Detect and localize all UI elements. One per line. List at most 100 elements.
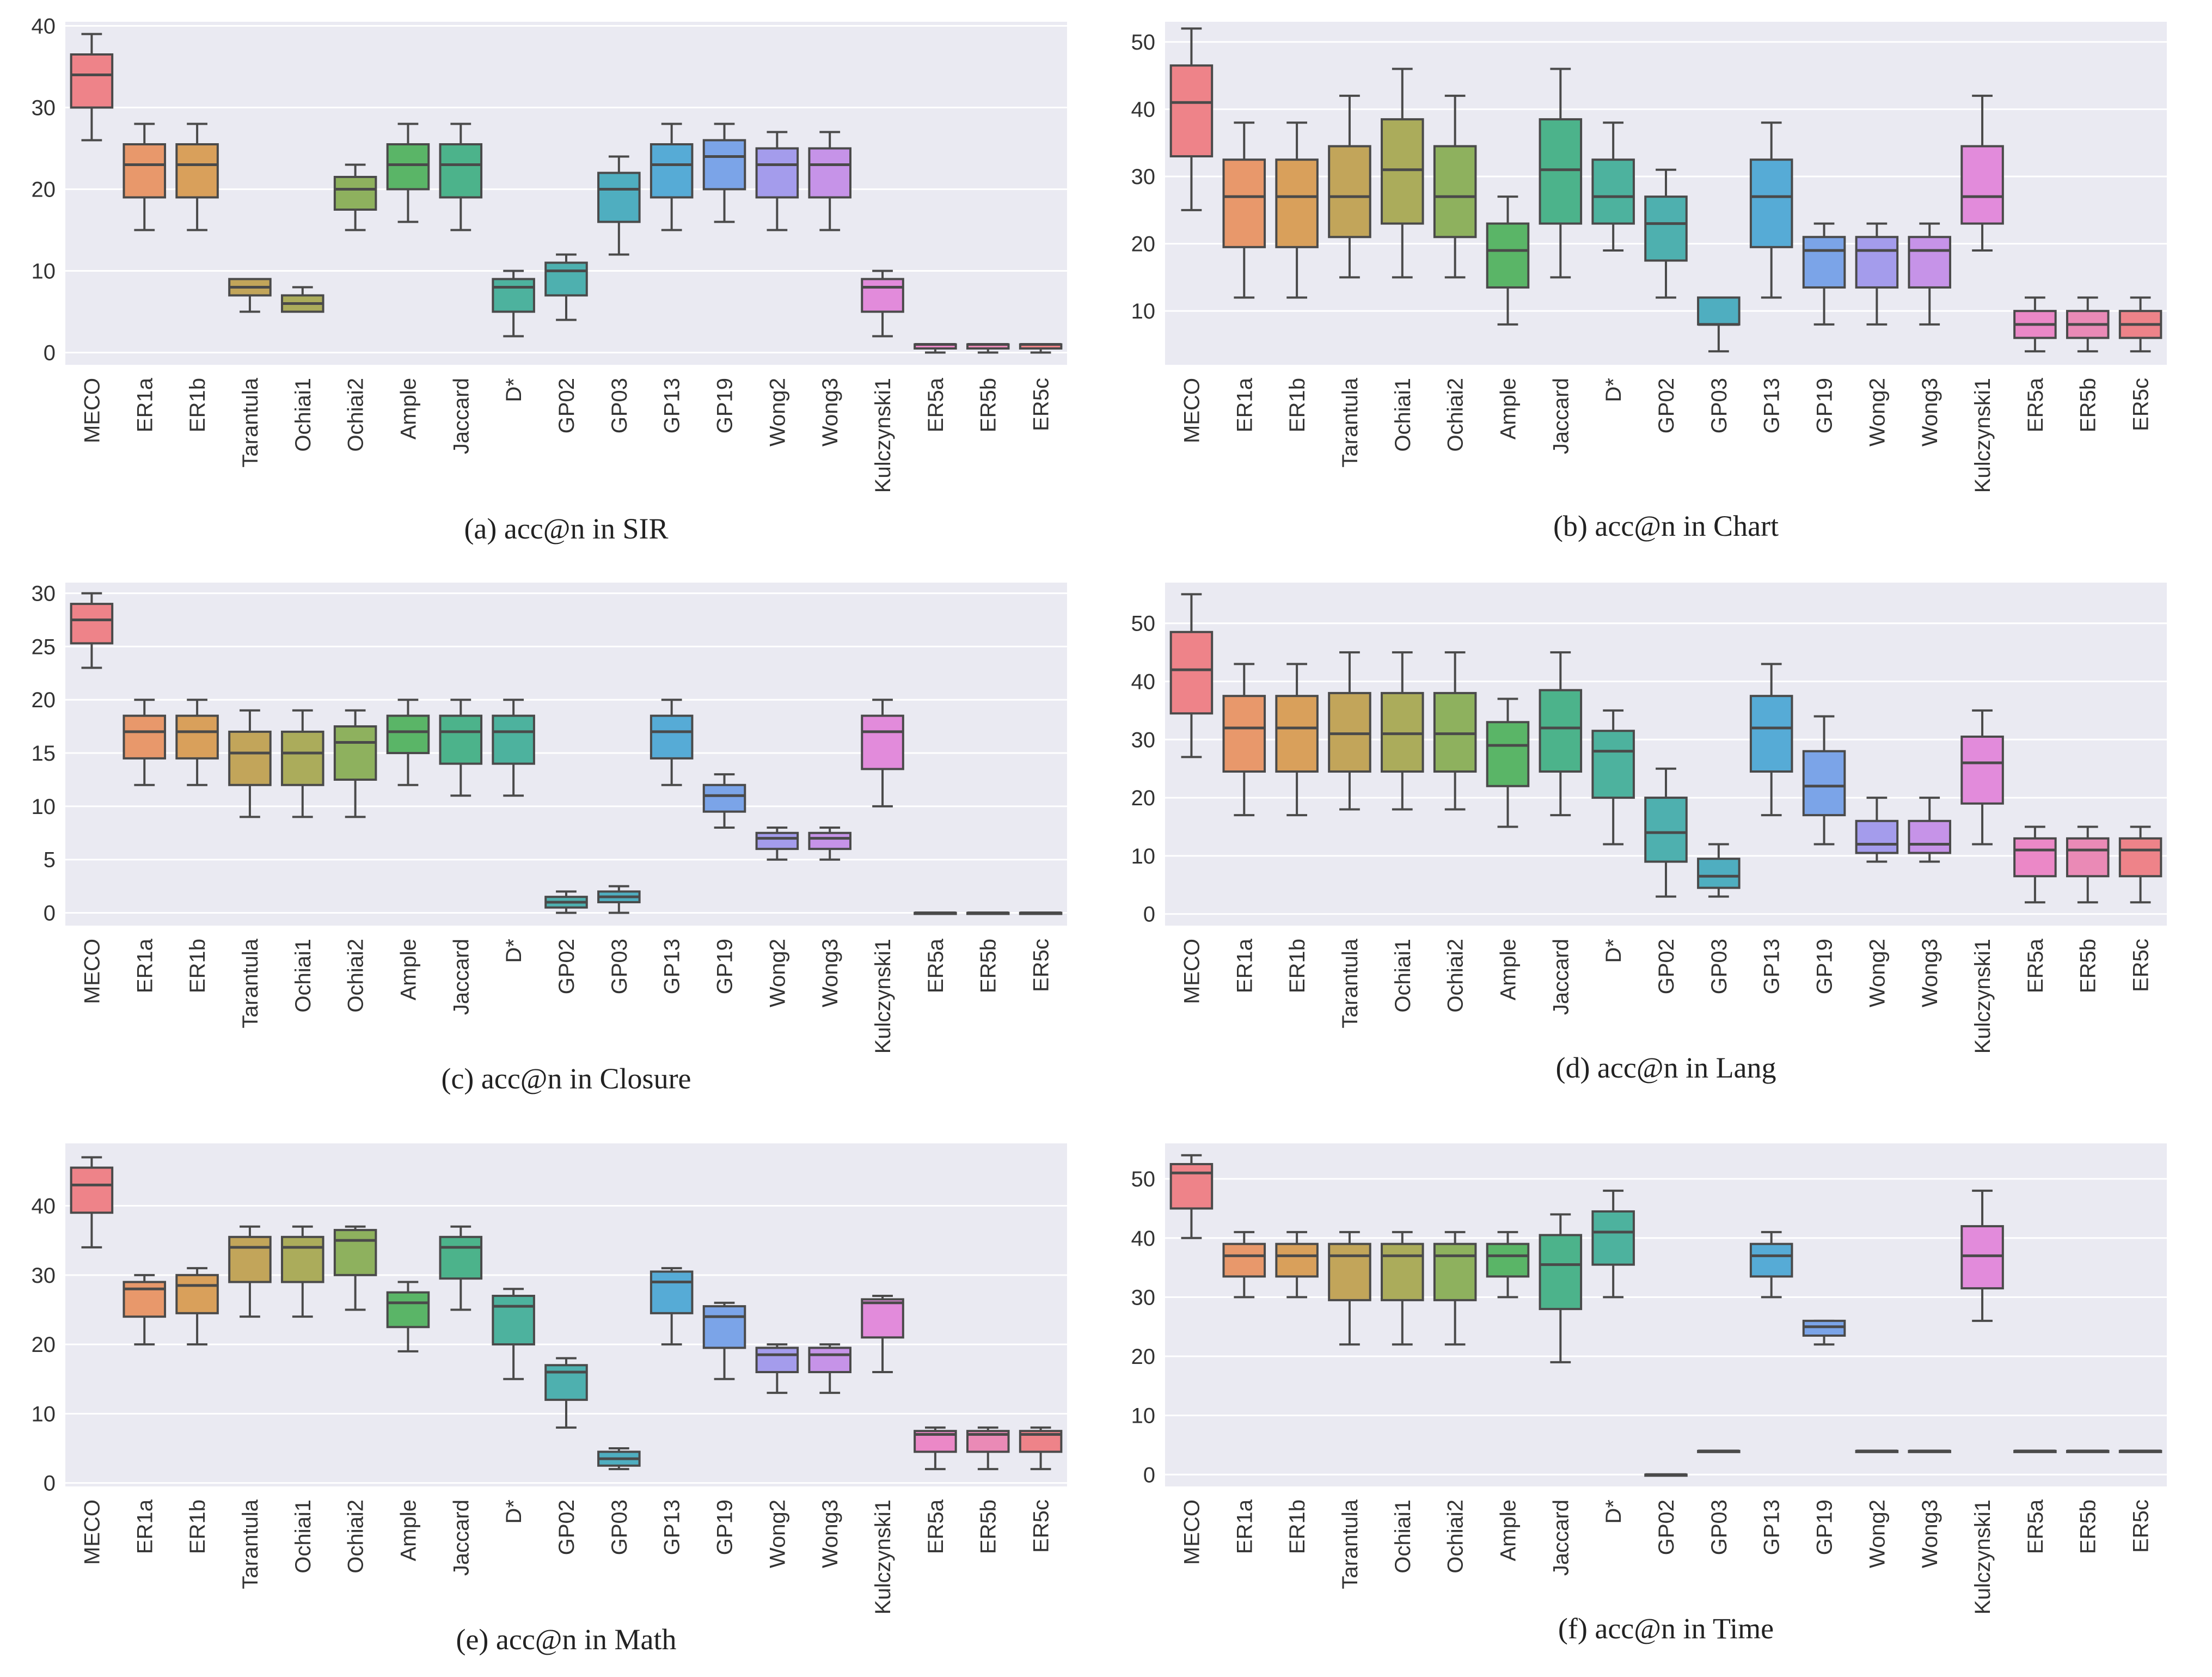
x-tick-label: GP19 xyxy=(713,1499,737,1555)
x-tick-label: Ample xyxy=(1496,939,1520,1000)
x-tick-label: Ample xyxy=(1496,378,1520,439)
x-tick-label: Jaccard xyxy=(449,939,473,1015)
y-tick-label: 20 xyxy=(32,688,56,712)
x-tick-label: GP13 xyxy=(660,378,684,433)
x-tick-label: GP03 xyxy=(1707,378,1731,433)
x-tick-label: GP02 xyxy=(555,1499,579,1555)
x-tick-label: ER5c xyxy=(2129,1499,2153,1553)
x-tick-label: Kulczynski1 xyxy=(871,1499,895,1614)
box-d xyxy=(1591,730,1635,799)
x-tick-label: Ochiai1 xyxy=(291,939,315,1013)
x-tick-label: GP02 xyxy=(555,378,579,433)
y-tick-label: 5 xyxy=(44,848,56,872)
x-tick-label: Wong3 xyxy=(818,939,842,1007)
box-er1a xyxy=(1222,1243,1266,1278)
x-tick-label: GP13 xyxy=(660,1499,684,1555)
panel-d: 0 10 20 30 40 50 MECO ER1a ER1b Tarantula Ochiai1 O… xyxy=(1122,572,2210,1116)
box-kulczynski1 xyxy=(1960,1225,2004,1290)
x-tick-label: Wong2 xyxy=(1865,1499,1889,1568)
x-tick-label: MECO xyxy=(1180,378,1204,443)
boxplot-closure: 0 5 10 15 20 25 30 MECO ER1a ER1b Tarantula Ochiai1… xyxy=(32,582,1067,1054)
x-tick-label: D* xyxy=(502,1499,526,1523)
box-wong3 xyxy=(1908,819,1951,854)
box-ample xyxy=(1486,222,1530,289)
x-tick-label: Wong2 xyxy=(1865,939,1889,1007)
x-tick-label: Wong3 xyxy=(1918,1499,1942,1568)
box-wong3 xyxy=(808,831,851,850)
x-tick-label: Kulczynski1 xyxy=(1971,1499,1995,1614)
box-gp13 xyxy=(649,714,694,760)
x-tick-label: Ochiai1 xyxy=(1391,378,1415,452)
box-gp02 xyxy=(544,1364,588,1401)
x-tick-label: D* xyxy=(1602,939,1626,963)
boxplot-chart: 10 20 30 40 50 MECO ER1a ER1b Tarantula Ochiai1 Oc… xyxy=(1131,22,2167,493)
box-tarantula xyxy=(1328,691,1371,773)
x-tick-label: ER1b xyxy=(1285,1499,1309,1554)
x-tick-label: MECO xyxy=(80,378,104,443)
box-jaccard xyxy=(439,143,483,199)
x-tick-label: ER1a xyxy=(133,1499,157,1554)
x-tick-label: Ochiai2 xyxy=(344,378,368,452)
box-meco xyxy=(70,53,114,109)
x-tick-label: ER5b xyxy=(977,939,1001,993)
y-tick-label: 50 xyxy=(1131,612,1156,636)
box-ample xyxy=(1486,1243,1530,1278)
x-tick-label: D* xyxy=(1602,1499,1626,1523)
box-gp13 xyxy=(1749,695,1793,773)
x-tick-label: MECO xyxy=(80,939,104,1004)
y-tick-label: 10 xyxy=(1131,1404,1156,1428)
box-er1b xyxy=(175,1274,219,1314)
x-tick-label: GP13 xyxy=(1760,939,1784,994)
x-tick-label: D* xyxy=(502,378,526,402)
x-tick-label: GP03 xyxy=(1707,1499,1731,1555)
x-tick-label: Ochiai2 xyxy=(344,1499,368,1574)
x-tick-label: ER5c xyxy=(1030,939,1053,992)
box-tarantula xyxy=(1328,1243,1371,1301)
y-tick-label: 0 xyxy=(1143,903,1155,927)
x-tick-label: GP19 xyxy=(713,378,737,433)
x-tick-label: GP19 xyxy=(713,939,737,994)
box-d xyxy=(492,1295,535,1346)
y-tick-label: 20 xyxy=(32,1333,56,1357)
x-tick-label: ER5a xyxy=(2024,938,2048,993)
x-tick-label: Wong2 xyxy=(765,378,789,446)
x-tick-label: GP03 xyxy=(608,378,632,433)
box-wong2 xyxy=(755,831,799,850)
box-er1b xyxy=(1275,158,1319,248)
y-tick-label: 10 xyxy=(32,1402,56,1426)
box-gp13 xyxy=(1749,158,1793,248)
panel-e: 0 10 20 30 40 MECO ER1a ER1b Tarantula Ochiai1 Och… xyxy=(22,1133,1111,1677)
y-tick-label: 0 xyxy=(44,1472,56,1496)
x-tick-label: Wong3 xyxy=(818,1499,842,1568)
x-tick-label: Ochiai1 xyxy=(1391,939,1415,1013)
box-ochiai1 xyxy=(1381,1243,1424,1301)
boxplot-time: 0 10 20 30 40 50 MECO ER1a ER1b Tarantula Ochiai1 O… xyxy=(1131,1143,2167,1614)
x-tick-label: ER5c xyxy=(1030,1499,1053,1553)
y-tick-label: 30 xyxy=(1131,728,1156,752)
caption-e: (e) acc@n in Math xyxy=(456,1623,677,1656)
box-ochiai2 xyxy=(1433,691,1477,773)
x-tick-label: Jaccard xyxy=(1549,1499,1573,1576)
x-tick-label: Kulczynski1 xyxy=(871,378,895,493)
box-ample xyxy=(386,714,430,755)
x-tick-label: ER1a xyxy=(133,938,157,993)
x-tick-label: GP02 xyxy=(1655,378,1678,433)
caption-f: (f) acc@n in Time xyxy=(1558,1612,1774,1645)
box-er1a xyxy=(122,714,167,760)
y-tick-label: 30 xyxy=(32,96,56,120)
panel-b: 10 20 30 40 50 MECO ER1a ER1b Tarantula Ochiai1 Oc… xyxy=(1122,11,2210,555)
caption-d: (d) acc@n in Lang xyxy=(1555,1051,1776,1084)
box-er5b xyxy=(2066,837,2110,878)
box-ample xyxy=(386,1291,430,1329)
x-tick-label: Tarantula xyxy=(1338,1499,1362,1589)
box-gp02 xyxy=(1644,195,1688,262)
x-tick-label: ER5a xyxy=(2024,1499,2048,1554)
box-gp03 xyxy=(597,172,641,223)
box-d xyxy=(1591,1210,1635,1266)
y-tick-label: 20 xyxy=(32,178,56,202)
box-er1b xyxy=(175,143,219,199)
x-tick-label: ER1b xyxy=(1285,378,1309,432)
box-ochiai1 xyxy=(1381,691,1424,773)
box-er1a xyxy=(1222,158,1266,248)
x-tick-label: Ochiai2 xyxy=(344,939,368,1013)
